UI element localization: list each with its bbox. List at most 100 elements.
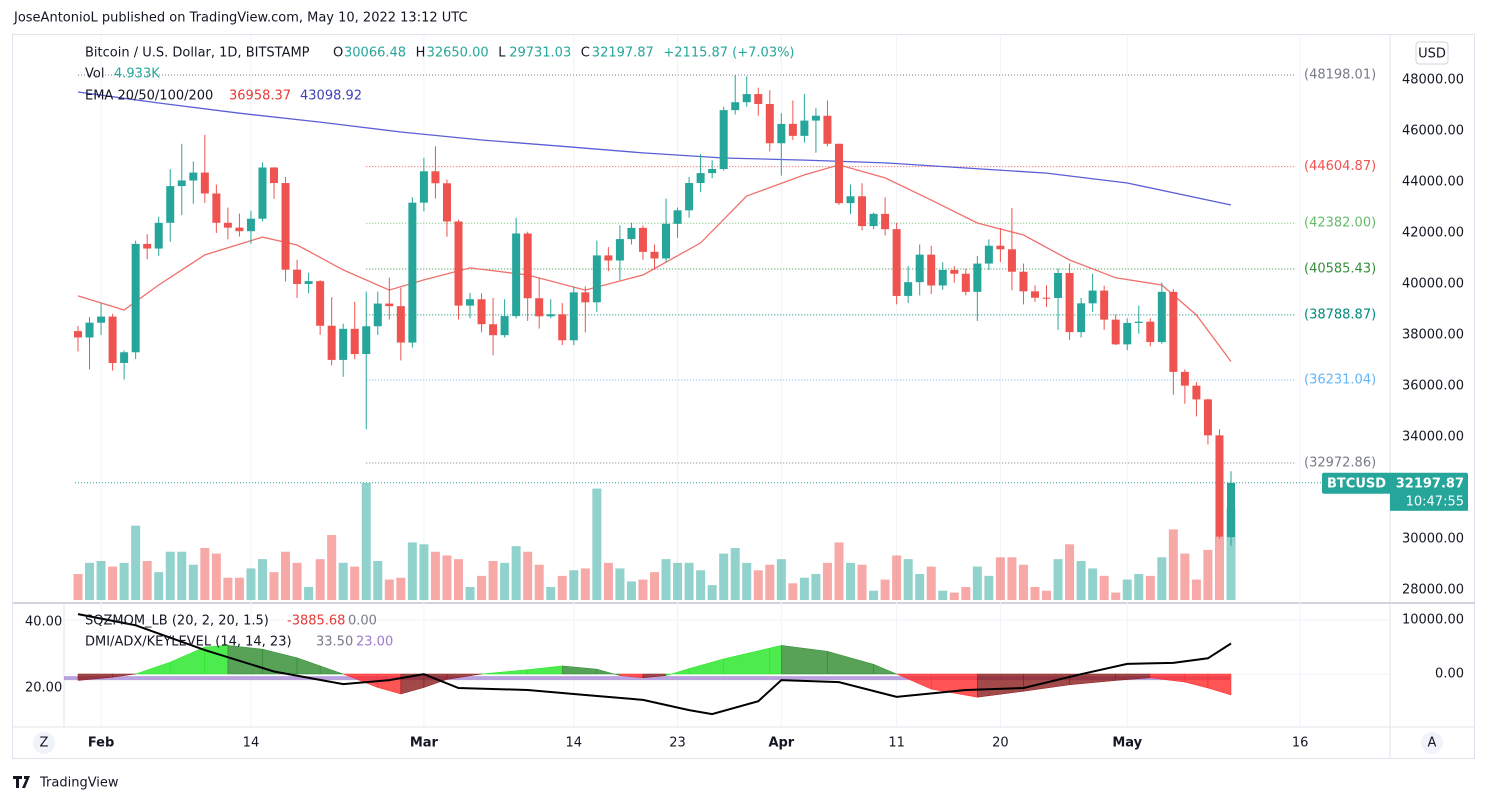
volume-bar — [1203, 549, 1213, 600]
candle-body — [858, 196, 867, 227]
volume-bar — [1007, 557, 1017, 600]
volume-bar — [557, 575, 567, 600]
candle-body — [535, 298, 544, 317]
change-value: +2115.87 (+7.03%) — [663, 46, 794, 61]
z-label: Z — [40, 736, 49, 751]
candle-body — [1054, 272, 1063, 298]
candle-body — [1042, 297, 1051, 299]
ohlc-value: 32650.00 — [427, 46, 489, 61]
candle-body — [673, 210, 682, 224]
volume-bar — [961, 587, 971, 600]
volume-bar — [834, 542, 844, 600]
candle-body — [973, 263, 982, 292]
candle-body — [258, 167, 267, 219]
volume-bar — [580, 568, 590, 600]
y-tick-label: 38000.00 — [1402, 327, 1464, 342]
volume-bar — [926, 566, 936, 600]
volume-bar — [234, 577, 244, 600]
z-button[interactable] — [33, 732, 55, 754]
ema-line — [77, 164, 1232, 362]
volume-bar — [511, 546, 521, 600]
candle-body — [1203, 399, 1212, 436]
candle-body — [754, 94, 763, 105]
candle-body — [1123, 322, 1132, 345]
candle-body — [1157, 291, 1166, 343]
dmi-value: 23.00 — [356, 635, 393, 650]
candle-body — [74, 331, 82, 338]
momentum-area — [319, 665, 344, 675]
volume-bar — [972, 566, 982, 600]
candle-body — [685, 183, 694, 211]
ema-value: 43098.92 — [300, 89, 362, 104]
ema-value: 36958.37 — [229, 89, 291, 104]
volume-bar — [788, 583, 798, 600]
volume-bar — [603, 562, 613, 600]
volume-bar — [880, 579, 890, 600]
volume-bar — [292, 562, 302, 600]
ema-line — [77, 91, 1232, 206]
volume-bar — [1076, 561, 1086, 600]
volume-bar — [857, 564, 867, 600]
sqz-label: SQZMOM_LB (20, 2, 20, 1.5) — [85, 614, 269, 629]
candle-body — [788, 123, 797, 136]
countdown-tag — [1390, 492, 1468, 511]
candle-body — [408, 202, 417, 343]
x-tick-label: 20 — [992, 736, 1009, 751]
currency-button[interactable] — [1415, 41, 1449, 65]
volume-bar — [465, 587, 475, 600]
volume-bar — [1018, 564, 1028, 600]
logo-mark — [13, 776, 30, 788]
candle-body — [212, 193, 221, 223]
volume-bar — [650, 572, 659, 600]
y2-tick-label: 10000.00 — [1402, 613, 1464, 628]
volume-bar — [96, 561, 106, 600]
volume-bar — [327, 535, 337, 600]
auto-button[interactable] — [1421, 732, 1443, 754]
volume-bar — [938, 590, 948, 600]
x-tick-label: 11 — [888, 736, 905, 751]
volume-bar — [811, 574, 821, 600]
volume-bar — [131, 525, 141, 600]
vol-label: Vol — [85, 67, 104, 82]
volume-bar — [269, 572, 279, 600]
candle-body — [627, 227, 636, 240]
dmi-value: 33.50 — [316, 635, 353, 650]
candle-body — [120, 352, 129, 363]
last-price-symbol: BTCUSD — [1327, 476, 1386, 491]
ema-layer — [77, 91, 1232, 362]
volume-bar — [1099, 575, 1109, 600]
y-tick-label: 28000.00 — [1402, 582, 1464, 597]
volume-bar — [154, 572, 164, 600]
candle-body — [235, 227, 244, 232]
volume-bar — [742, 562, 752, 600]
candle-body — [569, 292, 578, 341]
candle-body — [362, 326, 371, 355]
ohlc-key: C — [581, 46, 590, 61]
volume-bar — [119, 562, 129, 600]
candle-body — [984, 245, 993, 264]
volume-bar — [696, 570, 706, 600]
level-label: (38788.87) — [1304, 307, 1376, 322]
volume-bar — [1122, 579, 1132, 600]
x-tick-label: Mar — [410, 736, 439, 751]
candle-body — [1215, 435, 1224, 537]
candle-body — [350, 328, 359, 355]
candle-body — [419, 171, 428, 203]
level-label: (48198.01) — [1304, 68, 1376, 83]
candle-body — [1180, 371, 1189, 386]
volume-bar — [338, 562, 348, 600]
candle-body — [1019, 271, 1028, 292]
volume-bar — [684, 562, 694, 600]
x-tick-label: 23 — [669, 736, 686, 751]
volume-bar — [200, 548, 210, 600]
volume-bar — [373, 561, 383, 600]
volume-bar — [315, 559, 325, 600]
candle-body — [270, 167, 279, 184]
candle-body — [466, 299, 475, 306]
adx-line — [77, 613, 1232, 716]
volume-bar — [1226, 508, 1236, 600]
candle-body — [246, 218, 255, 232]
candle-body — [442, 183, 451, 222]
volume-bar — [477, 575, 487, 600]
y2-tick-label: 0.00 — [1435, 667, 1464, 682]
